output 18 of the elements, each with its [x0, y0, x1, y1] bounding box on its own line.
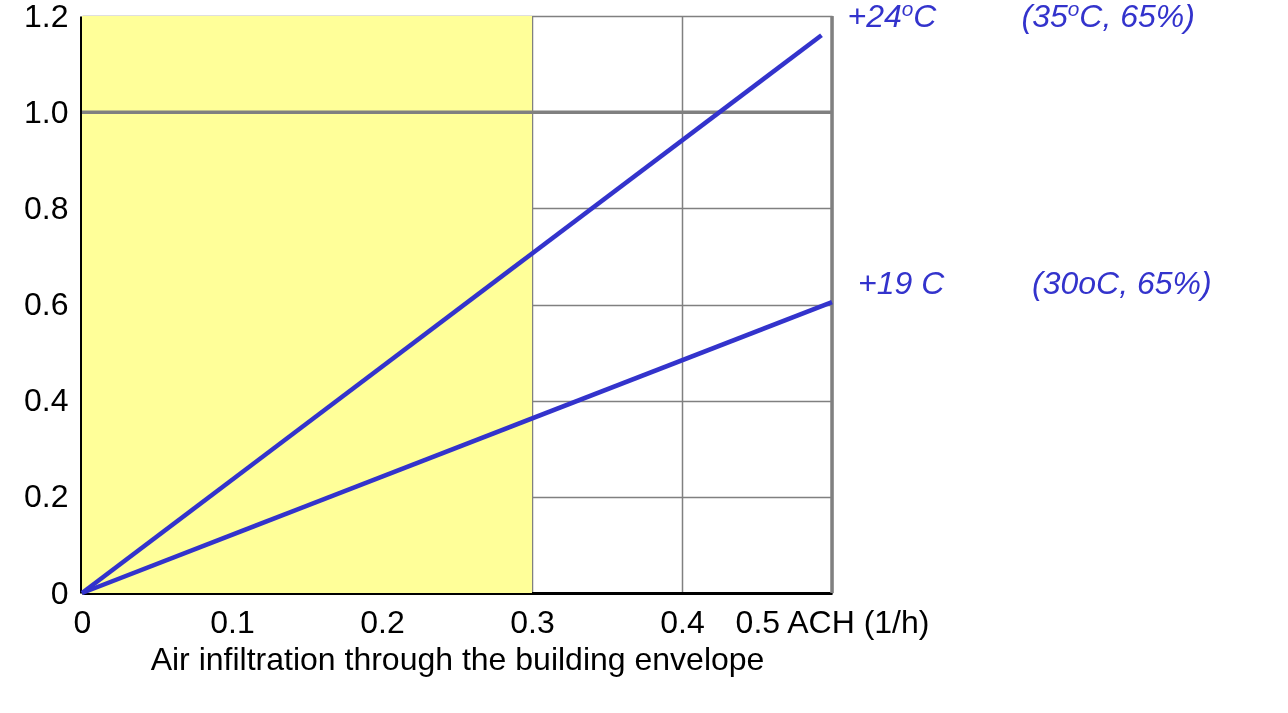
text: (35$^{o}$C, 65%) [1021, 0, 1195, 35]
text: (30oC, 65%) [1032, 265, 1212, 302]
series-label: +24$^{o}$C [847, 0, 938, 35]
y-tick-label: 0 [50, 574, 69, 611]
y-tick-label: 0.2 [24, 478, 69, 515]
x-tick-label: 0.4 [660, 603, 705, 640]
series-label: +19 C [858, 265, 946, 302]
y-tick-label: 0.8 [24, 189, 69, 226]
y-tick-label: 0.6 [24, 286, 69, 322]
x-tick-label: 0.1 [210, 603, 255, 640]
x-tick-label: 0.3 [510, 603, 555, 640]
x-tick-label: 0.5 ACH (1/h) [735, 603, 930, 640]
y-tick-label: 0.4 [24, 382, 69, 419]
x-tick-label: 0.2 [360, 603, 405, 640]
y-tick-label: 1.2 [24, 0, 69, 34]
y-tick-label: 1.0 [24, 93, 69, 130]
x-axis-title: Air infiltration through the building envelope [150, 640, 765, 677]
x-tick-label: 0 [73, 603, 92, 640]
